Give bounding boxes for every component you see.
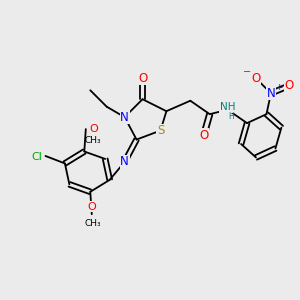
Text: NH: NH <box>220 102 236 112</box>
Text: CH₃: CH₃ <box>85 136 102 145</box>
Text: H: H <box>228 112 234 121</box>
Text: O: O <box>199 129 208 142</box>
Text: O: O <box>87 202 96 212</box>
Text: O: O <box>251 72 261 85</box>
Text: +: + <box>275 83 282 92</box>
Text: O: O <box>138 72 147 85</box>
Text: O: O <box>284 79 293 92</box>
Text: CH₃: CH₃ <box>85 219 102 228</box>
Text: S: S <box>157 124 164 137</box>
Text: O: O <box>89 124 98 134</box>
Text: Cl: Cl <box>32 152 43 163</box>
Text: −: − <box>243 68 251 77</box>
Text: N: N <box>120 155 129 168</box>
Text: N: N <box>120 111 129 124</box>
Text: N: N <box>267 87 275 100</box>
